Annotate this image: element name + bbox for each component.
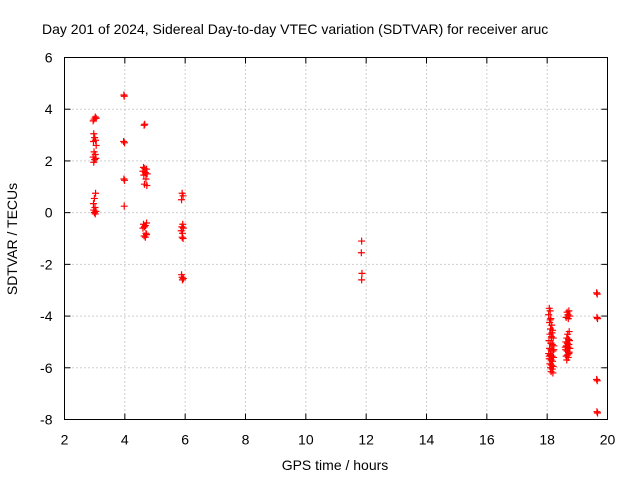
data-point xyxy=(178,223,186,231)
data-point xyxy=(179,192,187,200)
data-point xyxy=(358,269,366,277)
data-point xyxy=(564,330,572,338)
data-point xyxy=(143,181,151,189)
data-point xyxy=(90,158,98,166)
data-point xyxy=(549,369,557,377)
data-point xyxy=(179,275,187,283)
x-axis-ticks: 2 4 6 8 10 12 14 16 18 20 xyxy=(61,57,616,448)
y-tick-label: -8 xyxy=(40,412,53,428)
data-point xyxy=(563,356,571,364)
x-tick-label: 2 xyxy=(61,432,69,448)
y-axis-label: SDTVAR / TECUs xyxy=(4,183,20,295)
data-point xyxy=(178,276,186,284)
x-tick-label: 16 xyxy=(479,432,495,448)
plot-frame xyxy=(64,57,608,420)
data-point xyxy=(178,233,186,241)
x-tick-label: 14 xyxy=(419,432,435,448)
data-point xyxy=(547,315,555,323)
data-point xyxy=(593,289,601,297)
data-point xyxy=(143,165,151,173)
data-point xyxy=(548,329,556,337)
data-point xyxy=(141,120,149,128)
data-point xyxy=(357,249,365,257)
y-tick-label: -4 xyxy=(40,308,53,324)
data-point xyxy=(549,334,557,342)
data-series xyxy=(89,91,602,417)
data-point xyxy=(140,121,148,129)
data-point xyxy=(594,409,602,417)
data-point xyxy=(140,223,148,231)
data-point xyxy=(593,375,601,383)
y-axis-ticks: 6 4 2 0 -2 -4 -6 -8 xyxy=(40,50,608,428)
data-point xyxy=(545,311,553,319)
data-point xyxy=(120,138,128,146)
data-point xyxy=(565,350,573,358)
x-tick-label: 20 xyxy=(600,432,616,448)
data-point xyxy=(549,347,557,355)
data-point xyxy=(561,343,569,351)
x-tick-label: 18 xyxy=(539,432,555,448)
y-tick-label: -2 xyxy=(40,256,53,272)
data-point xyxy=(90,209,98,217)
data-point xyxy=(143,170,151,178)
data-point xyxy=(593,377,601,385)
y-tick-label: 4 xyxy=(45,101,53,117)
data-point xyxy=(89,200,97,208)
data-point xyxy=(120,202,128,210)
data-point xyxy=(564,315,572,323)
data-point xyxy=(121,139,129,147)
grid xyxy=(64,57,608,420)
data-point xyxy=(593,290,601,298)
data-point xyxy=(143,219,151,227)
data-point xyxy=(92,189,100,197)
x-axis-label: GPS time / hours xyxy=(282,457,389,473)
data-point xyxy=(546,307,554,315)
x-tick-label: 6 xyxy=(181,432,189,448)
data-point xyxy=(545,352,553,360)
data-point xyxy=(550,346,558,354)
data-point xyxy=(139,224,147,232)
data-point xyxy=(142,175,150,183)
data-point xyxy=(548,321,556,329)
data-point xyxy=(89,138,97,146)
data-point xyxy=(358,237,366,245)
data-point xyxy=(358,276,366,284)
data-point xyxy=(90,130,98,138)
x-tick-label: 4 xyxy=(121,432,129,448)
data-point xyxy=(140,171,148,179)
data-point xyxy=(92,154,100,162)
data-point xyxy=(547,356,555,364)
x-tick-label: 10 xyxy=(298,432,314,448)
data-point xyxy=(92,141,100,149)
data-point xyxy=(594,315,602,323)
x-tick-label: 12 xyxy=(358,432,374,448)
data-point xyxy=(120,175,128,183)
data-point xyxy=(90,194,98,202)
x-tick-label: 8 xyxy=(242,432,250,448)
data-point xyxy=(121,176,129,184)
data-point xyxy=(143,231,151,239)
data-point xyxy=(593,408,601,416)
data-point xyxy=(548,341,556,349)
y-tick-label: -6 xyxy=(40,360,53,376)
data-point xyxy=(546,316,554,324)
y-tick-label: 6 xyxy=(45,50,53,66)
data-point xyxy=(178,196,186,204)
chart-title: Day 201 of 2024, Sidereal Day-to-day VTE… xyxy=(42,21,548,37)
data-point xyxy=(179,235,187,242)
data-point xyxy=(593,313,601,321)
data-point xyxy=(91,113,99,121)
data-point xyxy=(120,92,128,100)
data-point xyxy=(565,307,573,315)
data-point xyxy=(91,210,99,218)
y-tick-label: 0 xyxy=(45,205,53,221)
y-tick-label: 2 xyxy=(45,153,53,169)
data-point xyxy=(92,114,100,122)
